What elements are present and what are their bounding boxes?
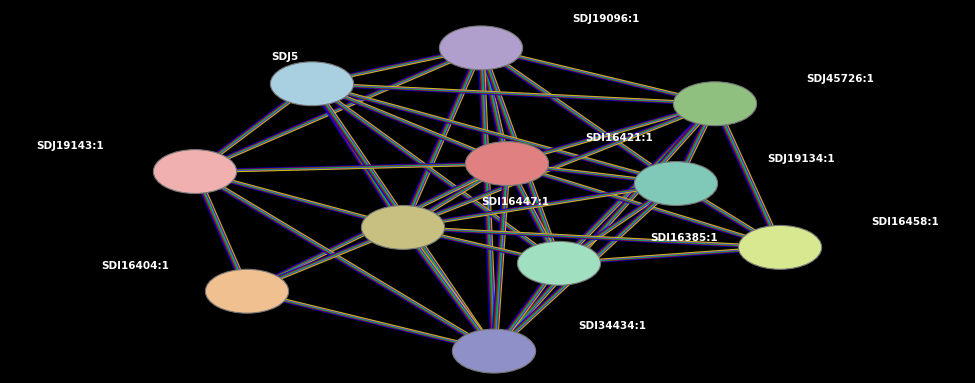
Ellipse shape xyxy=(465,142,549,185)
Text: SDJ5: SDJ5 xyxy=(272,52,299,62)
Text: SDI16421:1: SDI16421:1 xyxy=(585,133,652,143)
Ellipse shape xyxy=(153,150,237,193)
Ellipse shape xyxy=(635,162,718,205)
Ellipse shape xyxy=(674,82,757,126)
Text: SDI16385:1: SDI16385:1 xyxy=(650,233,718,243)
Ellipse shape xyxy=(362,205,445,249)
Ellipse shape xyxy=(440,26,523,70)
Text: SDJ19143:1: SDJ19143:1 xyxy=(36,141,104,151)
Text: SDI16404:1: SDI16404:1 xyxy=(101,261,169,271)
Ellipse shape xyxy=(270,62,354,106)
Text: SDJ19134:1: SDJ19134:1 xyxy=(767,154,835,164)
Ellipse shape xyxy=(518,241,601,285)
Text: SDI16458:1: SDI16458:1 xyxy=(871,218,939,228)
Text: SDJ19096:1: SDJ19096:1 xyxy=(572,14,640,24)
Text: SDI16447:1: SDI16447:1 xyxy=(481,196,549,207)
Text: SDI34434:1: SDI34434:1 xyxy=(578,321,646,331)
Text: SDJ45726:1: SDJ45726:1 xyxy=(806,74,874,84)
Ellipse shape xyxy=(452,329,535,373)
Ellipse shape xyxy=(738,226,822,269)
Ellipse shape xyxy=(206,269,289,313)
